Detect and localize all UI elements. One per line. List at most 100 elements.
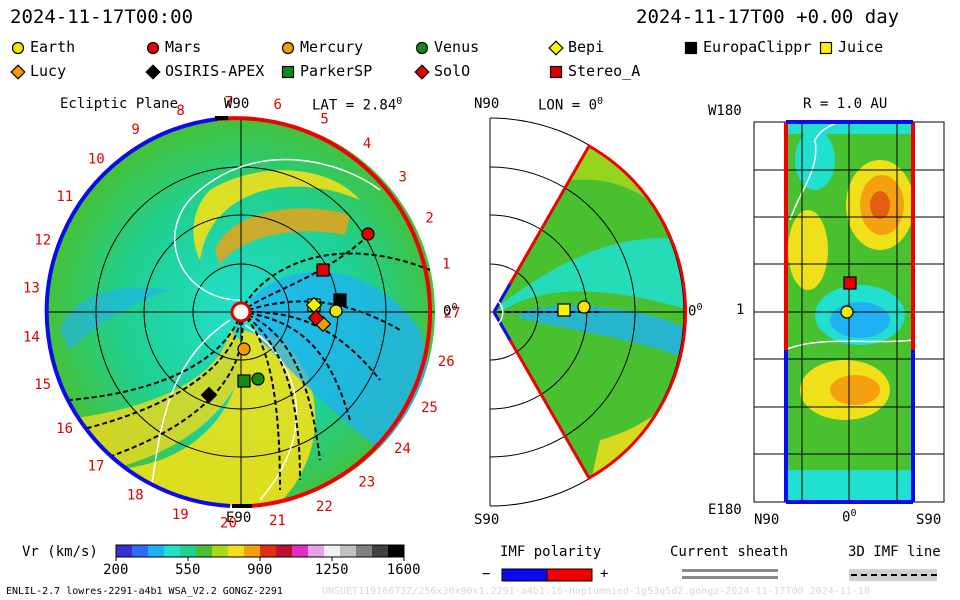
carrington-tick-3: 3	[398, 169, 406, 185]
carrington-tick-22: 22	[316, 499, 333, 515]
carrington-tick-19: 19	[172, 507, 189, 523]
colorbar-tick-200: 200	[103, 562, 129, 578]
carrington-tick-4: 4	[363, 136, 371, 152]
radial-top-left: W180	[708, 103, 742, 119]
parkersp-legend-marker	[281, 65, 295, 79]
juice-legend-marker	[819, 41, 833, 55]
carrington-tick-13: 13	[23, 280, 40, 296]
osiris-apex-legend-label: OSIRIS-APEX	[165, 62, 265, 80]
earth-ecliptic-marker	[329, 304, 343, 318]
lucy-legend-marker	[10, 64, 26, 80]
carrington-tick-11: 11	[56, 189, 73, 205]
carrington-tick-1: 1	[442, 256, 450, 272]
carrington-tick-10: 10	[88, 151, 105, 167]
colorbar-segment	[276, 545, 293, 557]
stereo-a-legend-marker	[549, 65, 563, 79]
earth-meridional-marker	[577, 300, 591, 314]
juice-meridional-marker	[557, 303, 571, 317]
radial-x-mid: 00	[842, 508, 857, 526]
meridional-right-label: 00	[688, 302, 703, 320]
mars-legend-label: Mars	[165, 38, 202, 56]
carrington-tick-26: 26	[438, 354, 455, 370]
colorbar-segment	[180, 545, 197, 557]
colorbar-segment	[260, 545, 277, 557]
parkersp-legend-label: ParkerSP	[300, 62, 373, 80]
footer-right: UNSUET11916673Z/256x30x90x1.2291-a4b1.16…	[322, 586, 870, 597]
mercury-legend-label: Mercury	[300, 38, 364, 56]
lucy-legend-label: Lucy	[30, 62, 67, 80]
carrington-tick-14: 14	[23, 329, 40, 345]
colorbar-segment	[148, 545, 165, 557]
imf-line-swatch	[849, 569, 937, 581]
carrington-tick-15: 15	[34, 377, 51, 393]
osiris-apex-ecliptic-marker	[200, 386, 218, 404]
earth-legend-label: Earth	[30, 38, 76, 56]
radial-markers	[840, 276, 857, 319]
carrington-tick-12: 12	[34, 233, 51, 249]
colorbar-tick-550: 550	[175, 562, 201, 578]
imf-negative-swatch	[501, 568, 548, 582]
date-left: 2024-11-17T00:00	[10, 6, 194, 28]
current-sheath-label: Current sheath	[670, 544, 789, 560]
footer-left: ENLIL-2.7 lowres-2291-a4b1 WSA_V2.2 GONG…	[6, 586, 283, 597]
ecliptic-right-label: 00	[443, 302, 458, 320]
ecliptic-lat: LAT = 2.840	[312, 96, 403, 114]
colorbar-segment	[228, 545, 245, 557]
velocity-colorbar	[115, 544, 405, 561]
colorbar-segment	[244, 545, 261, 557]
colorbar-segment	[116, 545, 133, 557]
carrington-tick-21: 21	[269, 513, 286, 529]
colorbar-tick-900: 900	[247, 562, 273, 578]
date-right: 2024-11-17T00 +0.00 day	[636, 6, 900, 28]
colorbar-segment	[324, 545, 341, 557]
bepi-legend-marker	[548, 40, 564, 56]
colorbar-tick-1250: 1250	[314, 562, 349, 578]
radial-panel	[753, 120, 945, 504]
stereo-a-radial-marker	[843, 276, 857, 290]
europaclippr-ecliptic-marker	[333, 293, 347, 307]
bepi-legend-label: Bepi	[568, 38, 605, 56]
colorbar-segment	[212, 545, 229, 557]
carrington-tick-8: 8	[176, 103, 184, 119]
meridional-markers	[557, 300, 591, 317]
meridional-top-label: N90	[474, 96, 500, 112]
colorbar-segment	[132, 545, 149, 557]
radial-bottom-left: E180	[708, 502, 742, 518]
mars-ecliptic-marker	[361, 227, 375, 241]
colorbar-segment	[164, 545, 181, 557]
colorbar-segment	[308, 545, 325, 557]
carrington-tick-17: 17	[88, 458, 105, 474]
imf-minus: −	[482, 566, 491, 582]
carrington-tick-6: 6	[273, 97, 281, 113]
carrington-tick-27: 27	[444, 305, 461, 321]
stereo-a-ecliptic-marker	[316, 263, 330, 277]
meridional-lon: LON = 00	[538, 96, 604, 114]
carrington-tick-24: 24	[394, 441, 411, 457]
colorbar-label: Vr (km/s)	[22, 544, 98, 560]
colorbar-segment	[340, 545, 357, 557]
carrington-tick-16: 16	[56, 421, 73, 437]
carrington-tick-2: 2	[425, 210, 433, 226]
parkersp-ecliptic-marker	[237, 374, 251, 388]
imf-polarity-label: IMF polarity	[500, 544, 602, 560]
mercury-legend-marker	[281, 41, 295, 55]
osiris-apex-legend-marker	[145, 64, 161, 80]
colorbar-segment	[388, 545, 405, 557]
radial-x-left: N90	[754, 512, 780, 528]
solo-legend-label: SolO	[434, 62, 471, 80]
venus-ecliptic-marker	[251, 372, 265, 386]
earth-radial-marker	[840, 305, 854, 319]
imf-line-label: 3D IMF line	[848, 544, 941, 560]
carrington-tick-7: 7	[225, 94, 233, 110]
meridional-panel	[489, 117, 687, 507]
imf-plus: +	[600, 566, 609, 582]
carrington-tick-23: 23	[358, 474, 375, 490]
colorbar-segment	[356, 545, 373, 557]
current-sheath-swatch	[682, 569, 778, 579]
colorbar-segment	[292, 545, 309, 557]
europaclippr-legend-label: EuropaClippr	[703, 38, 812, 56]
earth-legend-marker	[11, 41, 25, 55]
solo-legend-marker	[414, 64, 430, 80]
